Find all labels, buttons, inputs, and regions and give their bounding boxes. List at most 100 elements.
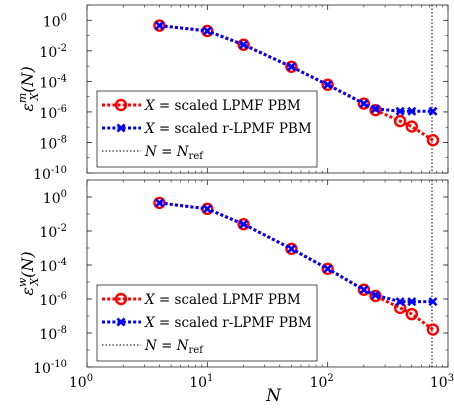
y-tick-label: 10-4: [39, 257, 67, 275]
data-point-circle: [237, 218, 250, 231]
y-tick-label-base: 10: [39, 75, 57, 91]
y-tick-label-exponent: -6: [57, 291, 67, 302]
legend-label-text: =: [157, 338, 177, 354]
y-tick-label-base: 10: [39, 293, 57, 309]
y-tick-label-base: 10: [33, 361, 51, 377]
y-tick-label: 10-2: [39, 223, 67, 241]
x-tick-label: 102: [310, 373, 334, 391]
y-axis-label-superscript: w: [16, 277, 29, 287]
legend-label-symbol: N: [176, 338, 190, 354]
data-point-x: [202, 204, 212, 214]
y-tick-label-base: 10: [43, 191, 61, 207]
data-point-circle: [237, 38, 250, 51]
data-point-circle: [153, 19, 166, 32]
y-tick-label-base: 10: [39, 327, 57, 343]
y-tick-label: 10-10: [33, 359, 67, 377]
y-tick-label-base: 10: [39, 45, 57, 61]
legend-swatch-marker: [114, 292, 128, 306]
series-2: [154, 198, 438, 307]
data-point-circle: [405, 120, 418, 133]
x-tick-label: 100: [69, 373, 93, 391]
x-tick-label-exponent: 0: [87, 373, 93, 384]
data-point-x: [154, 21, 164, 31]
legend-label-subscript: ref: [189, 345, 205, 356]
data-point-circle: [426, 323, 440, 336]
data-point-x: [286, 244, 296, 254]
legend-label: X = scaled r-LPMF PBM: [144, 121, 312, 137]
data-point-x: [323, 80, 333, 90]
y-tick-label-base: 10: [39, 136, 57, 152]
y-tick-label: 10-2: [39, 43, 67, 61]
legend-item-2: X = scaled r-LPMF PBM: [102, 315, 312, 331]
data-point-x: [359, 99, 369, 109]
data-point-circle: [405, 307, 418, 321]
y-tick-label: 100: [43, 189, 67, 207]
data-point-circle: [285, 242, 298, 255]
data-point-x: [371, 104, 381, 114]
y-axis-label-subscript: X: [28, 92, 41, 102]
x-tick-label-exponent: 2: [327, 373, 333, 384]
y-axis-label-subscript: X: [28, 277, 41, 287]
data-point-circle: [357, 283, 371, 296]
data-point-circle: [393, 114, 407, 128]
legend-item-1: X = scaled LPMF PBM: [102, 292, 301, 308]
data-point-x: [239, 219, 249, 229]
y-tick-label: 10-6: [39, 291, 67, 309]
data-point-x: [323, 264, 333, 274]
series-2: [154, 21, 438, 116]
legend-item-3: N = Nref: [102, 338, 204, 356]
legend-label-symbol: X: [144, 98, 156, 114]
y-tick-label-exponent: -8: [57, 134, 67, 145]
data-point-circle: [357, 97, 371, 110]
data-point-circle: [285, 60, 298, 73]
y-tick-label-exponent: 0: [61, 12, 67, 23]
y-tick-label-base: 10: [39, 106, 57, 122]
y-tick-label-exponent: -2: [57, 223, 67, 234]
y-tick-label-exponent: -6: [57, 104, 67, 115]
legend: X = scaled LPMF PBM X = scaled r-LPMF PBM…: [96, 284, 318, 362]
legend-item-2: X = scaled r-LPMF PBM: [102, 121, 312, 137]
y-tick-label: 100: [43, 12, 67, 30]
data-point-circle: [369, 103, 382, 117]
x-tick-label-base: 10: [189, 375, 207, 391]
legend-label-text: =: [157, 144, 177, 160]
legend-label-symbol: X: [144, 292, 156, 308]
y-tick-label-base: 10: [39, 259, 57, 275]
legend-label-symbol: X: [144, 315, 156, 331]
y-tick-label-exponent: -2: [57, 43, 67, 54]
x-axis-label: N: [265, 386, 282, 406]
x-tick-label-base: 10: [310, 375, 328, 391]
legend-label: X = scaled LPMF PBM: [144, 98, 301, 114]
y-tick-label-exponent: 0: [61, 189, 67, 200]
x-tick-label-exponent: 1: [207, 373, 213, 384]
legend-label: N = Nref: [144, 338, 204, 356]
series-line: [159, 201, 433, 304]
y-tick-label-base: 10: [43, 14, 61, 30]
x-tick-label: 103: [430, 373, 454, 391]
data-point-x: [359, 285, 369, 295]
data-point-circle: [153, 196, 166, 210]
y-tick-label: 10-8: [39, 134, 67, 152]
x-tick-label-base: 10: [69, 375, 87, 391]
x-axis-label-text: N: [265, 386, 282, 406]
y-tick-label-exponent: -8: [57, 325, 67, 336]
data-point-x: [395, 297, 405, 307]
y-tick-label-exponent: -10: [51, 165, 67, 176]
y-tick-label-exponent: -4: [57, 73, 67, 84]
data-point-x: [428, 106, 438, 116]
legend-label-symbol: X: [144, 121, 156, 137]
legend-label: X = scaled LPMF PBM: [144, 292, 301, 308]
series-line: [159, 24, 433, 113]
y-tick-label-exponent: -4: [57, 257, 67, 268]
y-tick-label-base: 10: [33, 167, 51, 183]
y-axis-label: εmX(N): [16, 66, 41, 111]
data-point-x: [202, 26, 212, 36]
legend-label: N = Nref: [144, 144, 204, 162]
legend-label-subscript: ref: [189, 151, 205, 162]
y-tick-label: 10-8: [39, 325, 67, 343]
data-point-circle: [321, 78, 334, 91]
y-axis-label-argument: (N): [18, 251, 37, 277]
x-tick-label-exponent: 3: [448, 373, 454, 384]
